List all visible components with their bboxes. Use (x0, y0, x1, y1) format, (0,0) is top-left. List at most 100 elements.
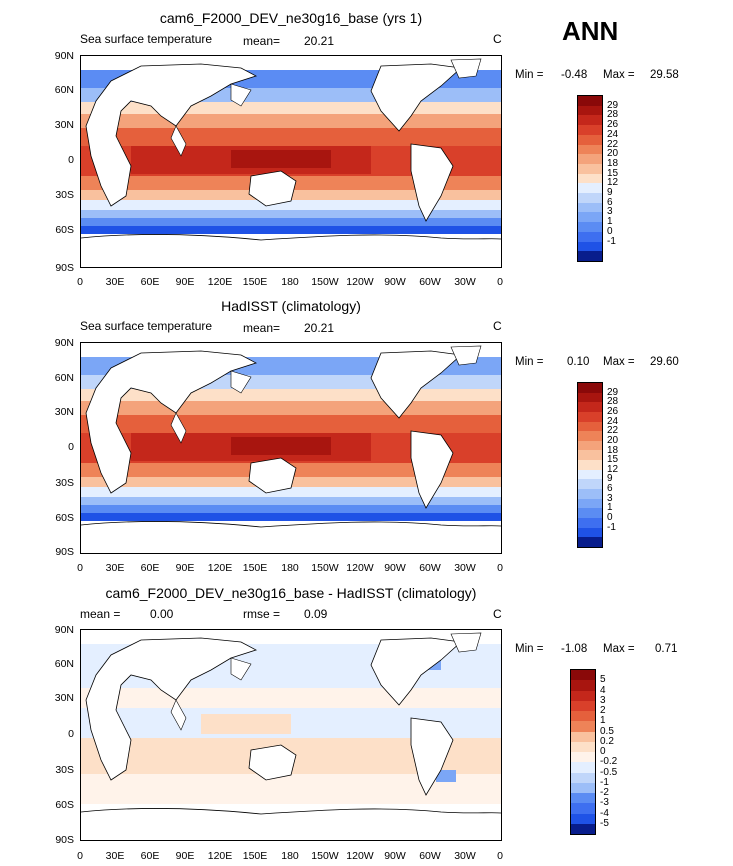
lon-label: 30W (454, 850, 476, 862)
colorbar-swatch (578, 183, 602, 194)
colorbar-level-label: 24 (607, 128, 619, 140)
colorbar-level-label: 18 (607, 444, 619, 456)
lon-label: 90W (384, 850, 406, 862)
colorbar-level-label: 3 (607, 206, 613, 218)
colorbar-swatch (578, 421, 602, 432)
panel1-map-svg (81, 56, 501, 267)
colorbar-swatch (571, 680, 595, 691)
panel1-colorbar (577, 95, 603, 262)
colorbar-swatch (571, 823, 595, 834)
colorbar-level-label: 24 (607, 415, 619, 427)
panel2-max-value: 29.60 (650, 356, 679, 368)
panel3-min-value: -1.08 (561, 643, 588, 655)
colorbar-level-label: 22 (607, 138, 619, 150)
colorbar-level-label: 20 (607, 148, 619, 160)
colorbar-swatch (578, 460, 602, 470)
colorbar-swatch (571, 813, 595, 824)
lon-label: 0 (497, 562, 503, 574)
colorbar-swatch (578, 241, 602, 252)
colorbar-level-label: 29 (607, 99, 619, 111)
panel3-mean-value: 0.00 (150, 607, 174, 621)
lon-label: 30E (105, 276, 125, 288)
panel1-units: C (493, 32, 502, 46)
panel2-min-value: 0.10 (567, 356, 590, 368)
colorbar-swatch (571, 752, 595, 763)
colorbar-swatch (578, 125, 602, 135)
colorbar-swatch (578, 392, 602, 403)
colorbar-swatch (578, 431, 602, 441)
colorbar-level-label: 3 (607, 492, 613, 504)
colorbar-level-label: 26 (607, 119, 619, 131)
colorbar-swatch (571, 721, 595, 732)
lon-label: 60E (140, 850, 160, 862)
season-label: ANN (562, 16, 619, 46)
colorbar-swatch (571, 782, 595, 793)
panel1-map (80, 55, 502, 268)
colorbar-level-label: -5 (600, 817, 609, 829)
lon-label: 120E (207, 562, 233, 574)
lon-label: 120W (346, 276, 374, 288)
lat-label: 60S (55, 224, 74, 236)
lat-label: 90S (55, 834, 74, 846)
panel2-max-label: Max = (603, 356, 635, 368)
panel1-colorbar-swatches (578, 96, 602, 261)
colorbar-level-label: 9 (607, 187, 613, 199)
lon-label: 0 (77, 276, 83, 288)
colorbar-swatch (578, 251, 602, 261)
colorbar-swatch (578, 508, 602, 518)
colorbar-swatch (578, 498, 602, 509)
panel2-colorbar (577, 382, 603, 548)
colorbar-level-label: 6 (607, 483, 613, 495)
colorbar-swatch (578, 144, 602, 155)
colorbar-level-label: 28 (607, 109, 619, 121)
colorbar-level-label: 22 (607, 425, 619, 437)
colorbar-swatch (571, 793, 595, 804)
lat-label: 30S (55, 189, 74, 201)
lat-label: 90N (54, 337, 74, 349)
lat-label: 60S (55, 799, 74, 811)
lat-label: 90S (55, 546, 74, 558)
colorbar-swatch (571, 772, 595, 783)
panel3-map (80, 629, 502, 841)
colorbar-swatch (578, 173, 602, 184)
colorbar-swatch (578, 411, 602, 422)
lon-label: 150E (242, 562, 268, 574)
colorbar-swatch (578, 450, 602, 461)
colorbar-swatch (578, 193, 602, 203)
colorbar-level-label: 0 (607, 512, 613, 524)
lat-label: 60N (54, 84, 74, 96)
colorbar-level-label: 2 (600, 705, 606, 716)
lon-label: 90E (175, 562, 195, 574)
colorbar-level-label: 6 (607, 196, 613, 208)
colorbar-swatch (578, 537, 602, 547)
colorbar-level-label: 9 (607, 473, 613, 485)
lon-label: 120E (207, 850, 233, 862)
panel3-colorbar (570, 669, 596, 835)
colorbar-level-label: 1 (607, 502, 613, 514)
lat-label: 90N (54, 50, 74, 62)
panel3-rmse-value: 0.09 (304, 607, 328, 621)
colorbar-level-label: 5 (600, 674, 606, 686)
lon-label: 0 (77, 562, 83, 574)
panel3-mean-label: mean = (80, 607, 121, 621)
colorbar-swatch (571, 803, 595, 814)
colorbar-swatch (578, 479, 602, 490)
lon-label: 60W (419, 276, 441, 288)
panel2-map-svg (81, 343, 501, 553)
lon-label: 180 (281, 562, 299, 574)
colorbar-level-label: 29 (607, 386, 619, 398)
panel1-variable-label: Sea surface temperature (80, 32, 213, 46)
colorbar-level-label: -3 (600, 797, 609, 809)
lat-label: 60N (54, 372, 74, 384)
panel2-map (80, 342, 502, 554)
lon-label: 180 (281, 850, 299, 862)
colorbar-level-label: 26 (607, 405, 619, 417)
colorbar-level-label: -1 (600, 776, 609, 788)
colorbar-swatch (578, 96, 602, 106)
panel1-min-value: -0.48 (561, 69, 588, 81)
lon-label: 30E (105, 850, 125, 862)
lon-label: 60W (419, 850, 441, 862)
panel2-min-label: Min = (515, 356, 544, 368)
colorbar-level-label: 0.2 (600, 735, 614, 747)
colorbar-level-label: -0.5 (600, 766, 618, 778)
